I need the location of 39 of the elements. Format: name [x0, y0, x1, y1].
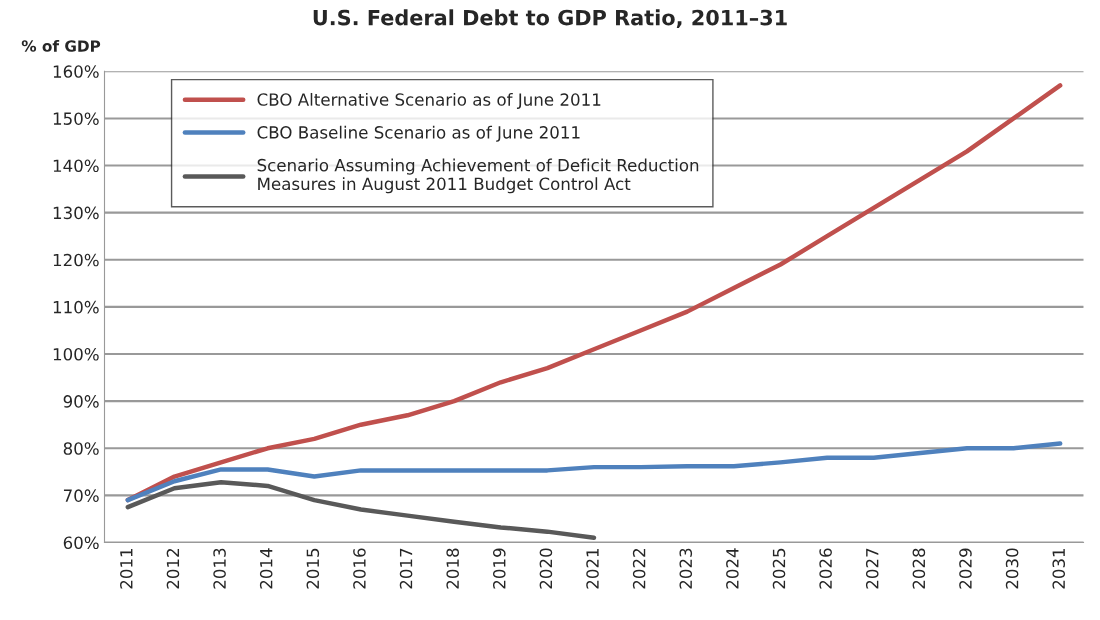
y-tick-label: 160%	[53, 65, 99, 78]
x-tick-label: 2015	[306, 548, 320, 589]
y-axis-title: % of GDP	[21, 40, 101, 52]
x-tick-label: 2028	[912, 548, 926, 589]
x-tick-label: 2019	[492, 548, 506, 589]
x-tick-label: 2020	[539, 548, 553, 589]
x-tick-label: 2027	[865, 548, 879, 589]
x-tick-label: 2029	[959, 548, 972, 589]
x-tick-label: 2023	[679, 548, 693, 589]
x-tick-label: 2022	[632, 549, 646, 589]
x-tick-label: 2016	[353, 548, 366, 589]
x-tick-label: 2012	[166, 549, 180, 589]
line-series	[125, 441, 1063, 503]
y-tick-label: 80%	[63, 442, 99, 455]
x-tick-label: 2017	[399, 548, 413, 589]
x-tick-label: 2011	[120, 548, 133, 589]
y-tick-label: 140%	[53, 159, 99, 173]
x-tick-label: 2026	[819, 548, 832, 589]
y-tick-label: 100%	[53, 347, 99, 361]
x-tick-label: 2030	[1005, 548, 1019, 589]
y-tick-label: 150%	[53, 112, 99, 125]
x-tick-label: 2025	[772, 548, 786, 589]
y-tick-label: 90%	[63, 395, 99, 408]
line-series	[125, 479, 597, 541]
y-tick-label: 130%	[53, 206, 99, 220]
x-tick-label: 2013	[213, 548, 226, 589]
chart-title: U.S. Federal Debt to GDP Ratio, 2011–31	[313, 9, 787, 29]
y-tick-label: 70%	[63, 489, 99, 502]
x-tick-label: 2014	[259, 548, 273, 589]
legend-label: CBO Alternative Scenario as of June 2011	[257, 92, 601, 109]
y-tick-label: 60%	[63, 536, 99, 550]
y-tick-label: 110%	[53, 300, 99, 314]
y-tick-label: 120%	[53, 253, 99, 267]
x-tick-label: 2018	[446, 548, 459, 589]
x-tick-label: 2031	[1052, 548, 1066, 589]
legend-label: Scenario Assuming Achievement of Deficit Reduction Measures in August 2011 Budget Control Act	[257, 158, 699, 194]
x-tick-label: 2021	[586, 548, 599, 589]
legend-label: CBO Baseline Scenario as of June 2011	[257, 125, 580, 142]
x-tick-label: 2024	[726, 548, 739, 589]
